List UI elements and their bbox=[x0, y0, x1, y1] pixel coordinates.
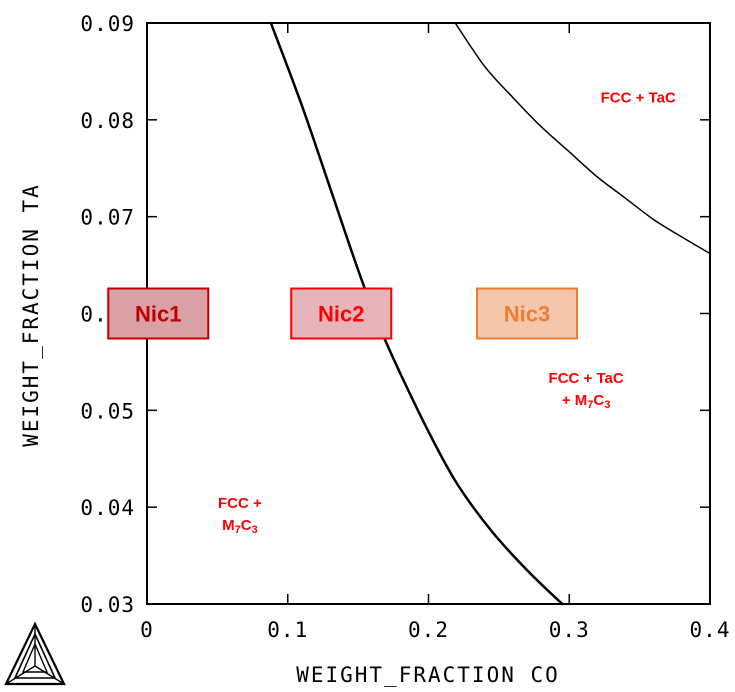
sample-box-nic2 bbox=[290, 287, 393, 340]
sample-label-nic1: Nic1 bbox=[135, 302, 181, 327]
x-tick-label: 0.4 bbox=[690, 618, 731, 642]
y-axis-title: WEIGHT_FRACTION TA bbox=[19, 183, 43, 447]
y-tick-label: 0.03 bbox=[80, 593, 135, 617]
sample-markers-group: Nic1 Nic2 Nic3 bbox=[107, 287, 579, 340]
series-group bbox=[269, 21, 711, 606]
phase-boundary-line-2 bbox=[454, 22, 711, 255]
phase-region-label: M7C3 bbox=[222, 517, 258, 536]
y-tick-label: 0.05 bbox=[80, 399, 135, 423]
sample-label-nic3: Nic3 bbox=[504, 302, 550, 327]
x-axis-title: WEIGHT_FRACTION CO bbox=[296, 663, 560, 687]
phase-region-label: FCC + bbox=[218, 495, 262, 512]
y-tick-label: 0.09 bbox=[80, 12, 135, 36]
sample-box-nic1 bbox=[107, 287, 210, 340]
y-tick-label: 0.08 bbox=[80, 109, 135, 133]
x-tick-label: 0.2 bbox=[408, 618, 449, 642]
region-labels-group: FCC + TaC FCC + TaC + M7C3 FCC + M7C3 bbox=[218, 89, 676, 536]
sample-label-nic2: Nic2 bbox=[318, 302, 364, 327]
phase-region-label: FCC + TaC bbox=[549, 370, 624, 387]
phase-region-label: FCC + TaC bbox=[601, 89, 676, 106]
phase-region-label: + M7C3 bbox=[562, 392, 611, 411]
x-tick-label: 0 bbox=[140, 618, 154, 642]
y-tick-label: 0.07 bbox=[80, 206, 135, 230]
x-tick-label: 0.1 bbox=[267, 618, 308, 642]
y-tick-label: 0.04 bbox=[80, 496, 135, 520]
phase-boundary-line-1 bbox=[269, 21, 564, 606]
sample-box-nic3 bbox=[476, 287, 579, 340]
x-tick-label: 0.3 bbox=[549, 618, 590, 642]
logo bbox=[4, 621, 66, 686]
